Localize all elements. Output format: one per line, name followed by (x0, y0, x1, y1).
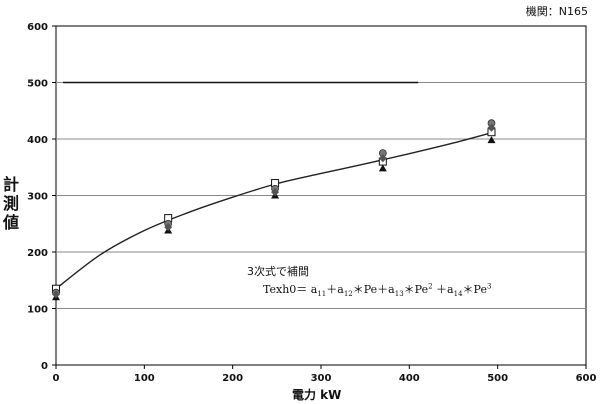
y-tick-label: 400 (27, 135, 48, 146)
x-axis-label: 電力 kW (292, 388, 342, 402)
data-point-diamond (164, 223, 173, 232)
data-point-diamond (271, 188, 280, 197)
engine-label: 機関：N165 (525, 5, 588, 18)
y-tick-label: 200 (27, 248, 48, 259)
data-point-triangle (487, 136, 496, 144)
x-tick-label: 600 (576, 373, 597, 384)
data-point-diamond (378, 154, 387, 163)
x-tick-label: 500 (487, 373, 508, 384)
x-tick-label: 300 (311, 373, 332, 384)
y-axis-label: 計測値 (2, 175, 19, 232)
x-tick-label: 100 (134, 373, 155, 384)
y-tick-label: 0 (41, 361, 48, 372)
y-tick-label: 100 (27, 305, 48, 316)
annotation-title: 3次式で補間 (247, 265, 309, 278)
x-tick-label: 400 (399, 373, 420, 384)
data-point-triangle (378, 164, 387, 172)
y-tick-label: 300 (27, 192, 48, 203)
x-tick-label: 0 (53, 373, 60, 384)
x-tick-label: 200 (222, 373, 243, 384)
y-tick-label: 500 (27, 79, 48, 90)
data-point-diamond (487, 123, 496, 132)
y-tick-label: 600 (27, 22, 48, 33)
data-point-diamond (52, 290, 60, 299)
formula-text: Texh0＝ a11＋a12＊Pe＋a13＊Pe2 ＋a14＊Pe3 (263, 282, 492, 299)
